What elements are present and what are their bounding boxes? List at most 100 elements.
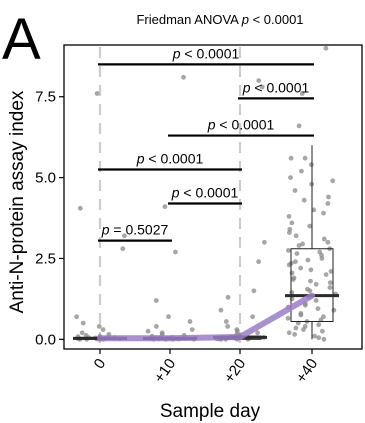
- data-point-3-34: [293, 233, 299, 239]
- comparison-p-symbol-4: p: [171, 184, 180, 200]
- data-point-3-40: [326, 194, 331, 200]
- data-point-3-76: [287, 230, 292, 236]
- data-point-3-57: [290, 277, 296, 282]
- data-point-3-56: [305, 286, 310, 292]
- data-point-3-24: [328, 269, 334, 274]
- comparison-p-symbol-1: p: [242, 79, 251, 95]
- data-point-3-72: [289, 270, 295, 276]
- data-point-3-71: [327, 280, 333, 286]
- chart-title-p: p: [241, 12, 249, 27]
- x-tick-label-0: 0: [91, 356, 110, 373]
- x-tick-label-3: +40: [293, 356, 322, 387]
- data-point-3-59: [305, 257, 311, 263]
- data-point-1-23: [162, 204, 168, 210]
- data-point-3-45: [309, 162, 314, 168]
- x-tick-label-2: +20: [221, 356, 250, 387]
- data-point-3-38: [311, 207, 317, 213]
- data-point-3-11: [331, 307, 337, 313]
- data-point-0-19: [96, 324, 102, 329]
- data-point-0-17: [79, 330, 85, 336]
- data-point-3-61: [321, 236, 327, 242]
- data-point-0-22: [120, 246, 126, 252]
- y-axis-label: Anti-N-protein assay index: [7, 90, 28, 313]
- data-point-3-66: [320, 328, 325, 334]
- data-point-3-32: [296, 243, 302, 248]
- comparison-label-0: p < 0.0001: [172, 45, 240, 61]
- data-point-2-24: [262, 239, 267, 245]
- data-point-2-18: [223, 319, 229, 324]
- data-point-1-17: [189, 327, 195, 332]
- data-point-3-1: [316, 335, 322, 341]
- panel-letter: A: [2, 7, 41, 72]
- data-point-3-30: [317, 249, 323, 255]
- comparison-p-value-1: < 0.0001: [251, 79, 310, 95]
- data-point-3-58: [308, 267, 314, 273]
- data-point-3-64: [301, 197, 307, 203]
- data-point-3-70: [289, 290, 295, 295]
- data-point-3-74: [294, 251, 300, 256]
- data-point-3-33: [325, 239, 331, 245]
- comparison-p-symbol-2: p: [207, 117, 216, 133]
- data-point-1-21: [153, 298, 159, 303]
- comparison-p-symbol-5: p: [101, 222, 110, 238]
- data-point-3-44: [299, 168, 304, 174]
- chart-title-suffix: < 0.0001: [249, 12, 304, 27]
- data-point-2-22: [251, 288, 257, 294]
- data-point-3-67: [316, 322, 322, 328]
- data-point-3-43: [288, 175, 293, 181]
- data-point-1-18: [154, 324, 159, 329]
- data-point-3-69: [302, 302, 308, 308]
- data-point-3-25: [298, 265, 304, 271]
- comparison-p-symbol-0: p: [172, 45, 181, 61]
- data-point-0-15: [83, 333, 89, 338]
- data-point-2-17: [225, 324, 231, 329]
- data-point-3-50: [323, 45, 329, 51]
- data-point-3-23: [323, 272, 329, 277]
- data-point-2-25: [259, 84, 265, 90]
- data-point-1-16: [145, 328, 151, 334]
- data-point-3-46: [288, 155, 294, 161]
- data-point-3-63: [321, 210, 326, 216]
- comparison-label-4: p < 0.0001: [171, 184, 239, 200]
- data-point-3-55: [289, 296, 295, 302]
- data-point-3-20: [313, 281, 319, 287]
- comparison-p-value-0: < 0.0001: [181, 45, 240, 61]
- data-point-0-24: [77, 205, 83, 211]
- data-point-2-21: [225, 294, 231, 300]
- data-point-1-24: [181, 74, 186, 80]
- y-tick-label-2: 5.0: [35, 170, 56, 187]
- data-point-3-39: [325, 201, 331, 206]
- comparison-label-5: p = 0.5027: [101, 222, 169, 238]
- comparison-p-value-2: < 0.0001: [216, 117, 275, 133]
- comparison-label-1: p < 0.0001: [242, 79, 310, 95]
- data-point-0-18: [100, 327, 106, 332]
- data-point-3-27: [293, 259, 298, 265]
- data-point-3-5: [302, 324, 308, 329]
- data-point-0-20: [80, 320, 86, 326]
- data-point-3-62: [307, 223, 313, 229]
- data-point-0-25: [94, 91, 100, 96]
- data-point-3-75: [300, 241, 305, 247]
- data-point-1-15: [159, 330, 165, 336]
- data-point-2-19: [250, 314, 256, 320]
- y-tick-label-1: 2.5: [35, 250, 56, 267]
- data-point-3-52: [293, 325, 299, 331]
- data-point-3-2: [312, 333, 317, 339]
- data-point-3-0: [321, 336, 327, 342]
- data-point-3-51: [292, 332, 297, 337]
- data-point-3-65: [330, 178, 336, 184]
- data-point-3-14: [313, 298, 319, 303]
- data-point-3-41: [292, 188, 298, 193]
- y-tick-label-0: 0.0: [35, 331, 56, 348]
- data-point-3-9: [321, 314, 326, 320]
- data-point-3-54: [315, 306, 321, 311]
- data-point-3-37: [286, 214, 292, 219]
- data-point-2-14: [255, 330, 260, 336]
- data-point-3-60: [286, 248, 291, 253]
- data-point-1-19: [187, 319, 193, 324]
- comparison-p-symbol-3: p: [136, 151, 145, 167]
- data-point-3-19: [327, 285, 333, 290]
- data-point-0-21: [74, 314, 79, 320]
